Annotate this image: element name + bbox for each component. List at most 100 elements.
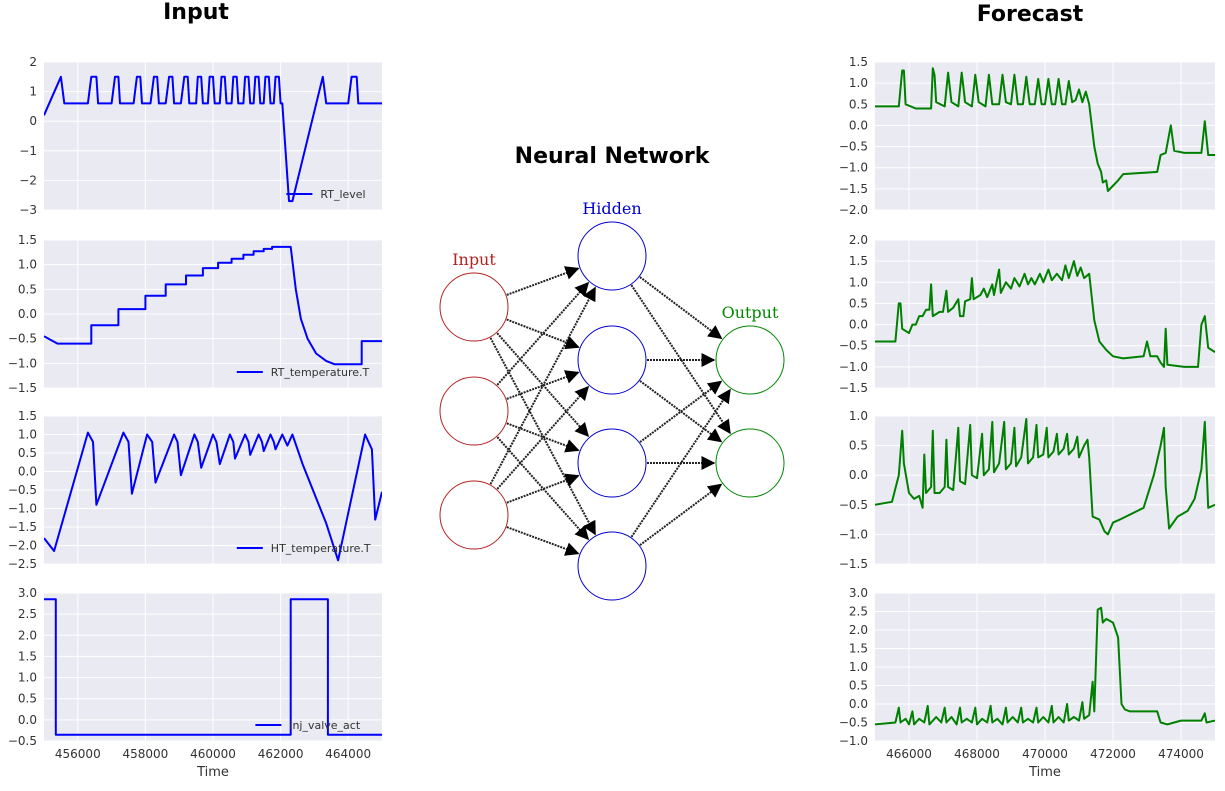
y-tick-label: 1.5 bbox=[849, 642, 868, 656]
y-tick-label: 1.5 bbox=[18, 409, 37, 423]
series-line bbox=[44, 245, 382, 366]
y-tick-label: −2.5 bbox=[8, 557, 37, 571]
connection-arrow bbox=[506, 526, 580, 556]
y-tick-label: 0.0 bbox=[18, 713, 37, 727]
x-tick-label: 464000 bbox=[325, 747, 371, 761]
y-tick-label: 1.0 bbox=[849, 660, 868, 674]
y-tick-label: 1.5 bbox=[18, 649, 37, 663]
chart-panel-8: 3.0 2.5 2.0 1.5 1.0 0.5 0.0 −0.5 −1.0 466000 46800… bbox=[839, 586, 1215, 780]
y-tick-label: −2.0 bbox=[8, 539, 37, 553]
y-tick-label: 0.5 bbox=[18, 446, 37, 460]
series-line bbox=[44, 75, 382, 203]
connection-arrow bbox=[506, 318, 580, 350]
y-tick-label: 2.5 bbox=[18, 607, 37, 621]
legend-label: HT_temperature.T bbox=[271, 542, 371, 555]
y-tick-label: 1.0 bbox=[849, 275, 868, 289]
y-tick-label: 1.5 bbox=[18, 233, 37, 247]
connection-arrow bbox=[506, 266, 580, 296]
y-tick-label: −1.5 bbox=[839, 182, 868, 196]
x-tick-label: 466000 bbox=[886, 747, 932, 761]
connection-arrow bbox=[496, 332, 590, 438]
neural-network-diagram: Input Hidden Output bbox=[439, 199, 785, 601]
legend-label: RT_level bbox=[320, 188, 365, 201]
y-tick-label: 0.5 bbox=[18, 692, 37, 706]
y-tick-label: 1.0 bbox=[18, 671, 37, 685]
connection-arrow bbox=[639, 276, 723, 340]
neuron-node bbox=[439, 376, 509, 446]
x-tick-label: 456000 bbox=[55, 747, 101, 761]
x-tick-label: 460000 bbox=[190, 747, 236, 761]
y-tick-label: 1.0 bbox=[18, 258, 37, 272]
x-axis-label: Time bbox=[196, 765, 229, 780]
y-tick-label: 0.5 bbox=[849, 296, 868, 310]
y-tick-label: −3 bbox=[19, 203, 37, 217]
x-tick-label: 468000 bbox=[954, 747, 1000, 761]
y-tick-label: −0.5 bbox=[8, 332, 37, 346]
series-line bbox=[875, 418, 1215, 536]
connection-arrow bbox=[639, 483, 723, 546]
y-tick-label: −1.0 bbox=[839, 360, 868, 374]
y-tick-label: −1.0 bbox=[839, 527, 868, 541]
connection-arrow bbox=[496, 281, 590, 386]
network-title: Neural Network bbox=[514, 144, 710, 169]
neuron-node bbox=[577, 221, 647, 291]
y-tick-label: −0.5 bbox=[839, 498, 868, 512]
forecast-title: Forecast bbox=[976, 2, 1084, 27]
connection-arrow bbox=[489, 337, 596, 536]
chart-panel-2: 1.5 1.0 0.5 0.0 −0.5 −1.0 −1.5 RT_temperature.T bbox=[8, 233, 382, 395]
y-tick-label: 0.0 bbox=[849, 118, 868, 132]
connection-arrow bbox=[506, 422, 580, 453]
connection-arrow bbox=[506, 473, 580, 504]
y-tick-label: −1.0 bbox=[8, 502, 37, 516]
chart-panel-7: 1.0 0.5 0.0 −0.5 −1.0 −1.5 bbox=[839, 409, 1215, 571]
layer-label: Input bbox=[452, 250, 496, 269]
y-tick-label: 1.0 bbox=[849, 409, 868, 423]
y-tick-label: −0.5 bbox=[839, 140, 868, 154]
x-tick-label: 458000 bbox=[122, 747, 168, 761]
y-tick-label: −2.0 bbox=[839, 203, 868, 217]
x-tick-label: 470000 bbox=[1022, 747, 1068, 761]
neuron-node bbox=[439, 272, 509, 342]
y-tick-label: 1.0 bbox=[18, 428, 37, 442]
layer-label: Hidden bbox=[582, 199, 641, 218]
neuron-node bbox=[715, 325, 785, 395]
neuron-node bbox=[577, 428, 647, 498]
x-tick-label: 472000 bbox=[1090, 747, 1136, 761]
x-axis-label: Time bbox=[1028, 765, 1061, 780]
y-tick-label: 0.0 bbox=[18, 465, 37, 479]
y-tick-label: −0.5 bbox=[839, 716, 868, 730]
x-tick-label: 474000 bbox=[1158, 747, 1204, 761]
series-line bbox=[44, 598, 382, 736]
y-tick-label: 3.0 bbox=[849, 586, 868, 600]
connection-arrow bbox=[506, 370, 580, 400]
y-tick-label: 0.0 bbox=[18, 307, 37, 321]
y-tick-label: −1.5 bbox=[8, 520, 37, 534]
series-line bbox=[875, 260, 1215, 368]
series-line bbox=[875, 606, 1215, 726]
chart-panel-6: 2.0 1.5 1.0 0.5 0.0 −0.5 −1.0 −1.5 bbox=[839, 233, 1215, 395]
chart-panel-5: 1.5 1.0 0.5 0.0 −0.5 −1.0 −1.5 −2.0 bbox=[839, 55, 1215, 217]
y-tick-label: 2 bbox=[29, 55, 37, 69]
connection-arrow bbox=[639, 380, 723, 443]
y-tick-label: 3.0 bbox=[18, 586, 37, 600]
y-tick-label: 0.5 bbox=[849, 679, 868, 693]
y-tick-label: 2.0 bbox=[849, 623, 868, 637]
chart-panel-3: 1.5 1.0 0.5 0.0 −0.5 −1.0 −1.5 −2.0 −2.5 HT_tempe… bbox=[8, 409, 382, 571]
y-tick-label: 0.0 bbox=[849, 697, 868, 711]
connection-arrow bbox=[639, 380, 723, 443]
y-tick-label: −1 bbox=[19, 144, 37, 158]
neuron-node bbox=[577, 325, 647, 395]
y-tick-label: −1.0 bbox=[839, 734, 868, 748]
y-tick-label: 0.0 bbox=[849, 318, 868, 332]
series-line bbox=[44, 431, 382, 562]
y-tick-label: −0.5 bbox=[8, 734, 37, 748]
y-tick-label: −1.5 bbox=[8, 381, 37, 395]
layer-label: Output bbox=[722, 303, 779, 322]
y-tick-label: 0.5 bbox=[18, 282, 37, 296]
y-tick-label: 0.0 bbox=[849, 468, 868, 482]
y-tick-label: −0.5 bbox=[839, 339, 868, 353]
y-tick-label: 2.5 bbox=[849, 605, 868, 619]
y-tick-label: −1.0 bbox=[839, 161, 868, 175]
y-tick-label: 1.0 bbox=[849, 76, 868, 90]
